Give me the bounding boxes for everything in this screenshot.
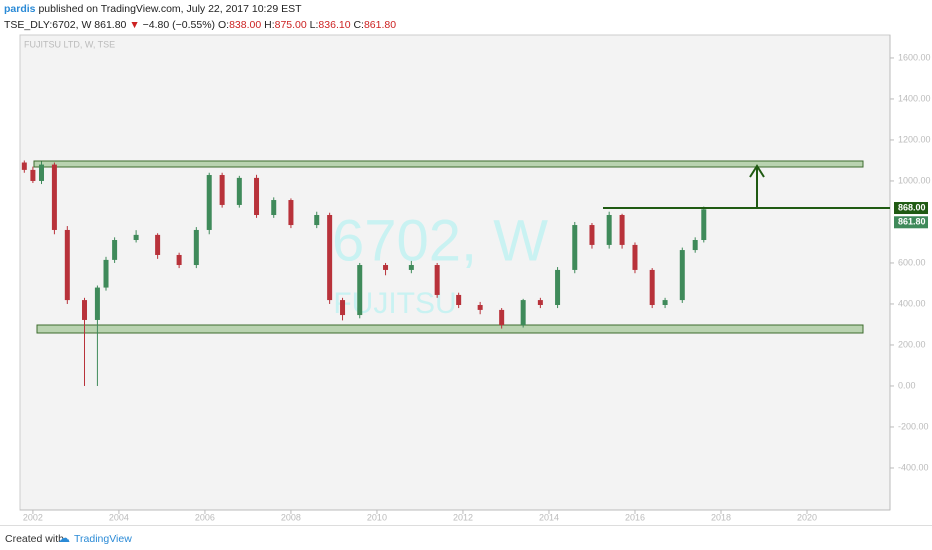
candle-body xyxy=(103,259,109,288)
resistance-zone xyxy=(33,160,864,168)
last: 861.80 xyxy=(94,19,127,31)
candle-body xyxy=(477,304,483,310)
candle-body xyxy=(155,234,161,255)
candle-body xyxy=(39,164,45,181)
series-layer: 1600.00 1400.00 1200.00 1000.00 600.00 400.00… xyxy=(21,52,931,522)
x-tick-label: 2020 xyxy=(797,512,817,522)
candle-body xyxy=(357,265,363,316)
candle-body xyxy=(219,175,225,205)
candle-body xyxy=(133,234,139,241)
candle-body xyxy=(619,214,625,245)
l-label: L: xyxy=(309,19,319,31)
candle-body xyxy=(288,200,294,226)
o-value: 838.00 xyxy=(229,19,262,31)
resistance-label-bg xyxy=(894,202,928,215)
candle-body xyxy=(271,200,277,215)
author[interactable]: pardis xyxy=(4,3,36,15)
candle-body xyxy=(537,300,543,305)
y-tick-label: 600.00 xyxy=(898,257,926,267)
candle-body xyxy=(30,169,36,181)
candle-body xyxy=(340,300,346,316)
legend: FUJITSU LTD, W, TSE xyxy=(24,39,115,49)
candle-body xyxy=(94,287,100,320)
candle-body xyxy=(589,225,595,245)
candle-body xyxy=(692,240,698,251)
published: published on TradingView.com, July 22, 2… xyxy=(38,3,302,15)
candle-body xyxy=(21,162,27,170)
y-tick-label: 400.00 xyxy=(898,298,926,308)
y-tick-label: 200.00 xyxy=(898,339,926,349)
candle-body xyxy=(408,265,414,270)
brand[interactable]: TradingView xyxy=(74,533,132,545)
candle-body xyxy=(254,177,260,215)
y-tick-label: 0.00 xyxy=(898,380,916,390)
tv-logo: ☁ xyxy=(58,531,70,545)
x-tick-label: 2006 xyxy=(195,512,215,522)
last-price-label: 861.80 xyxy=(898,217,926,227)
candle-body xyxy=(679,250,685,301)
candle-body xyxy=(662,300,668,305)
candle-body xyxy=(327,214,333,301)
resistance-label: 868.00 xyxy=(898,202,926,212)
support-zone xyxy=(36,324,864,334)
y-tick-label: 1200.00 xyxy=(898,134,931,144)
candle-body xyxy=(701,209,707,241)
chart: 6702, W FUJITSU FUJITSU LTD, W, TSE 1600… xyxy=(19,34,931,522)
candle-body xyxy=(649,269,655,305)
h-label: H: xyxy=(264,19,275,31)
change: −4.80 (−0.55%) xyxy=(142,19,216,31)
candle-body xyxy=(555,269,561,305)
candle-body xyxy=(51,164,57,230)
c-label: C: xyxy=(353,19,364,31)
candle-body xyxy=(193,229,199,266)
c-value: 861.80 xyxy=(363,19,397,31)
y-tick-label: -400.00 xyxy=(898,462,929,472)
watermark: 6702, W xyxy=(332,208,548,273)
candle-body xyxy=(456,294,462,305)
candle-body xyxy=(112,240,118,260)
arrow-head xyxy=(749,164,765,178)
last-price-bg xyxy=(894,216,928,229)
x-tick-label: 2004 xyxy=(109,512,129,522)
y-tick-label: 1600.00 xyxy=(898,52,931,62)
publish-line: pardis published on TradingView.com, Jul… xyxy=(4,3,302,15)
x-tick-label: 2014 xyxy=(539,512,559,522)
candle-body xyxy=(606,214,612,245)
candle-body xyxy=(632,244,638,270)
candle-body xyxy=(383,265,389,270)
candle-body xyxy=(206,175,212,230)
candle-body xyxy=(434,265,440,295)
footer: Created with ☁ TradingView xyxy=(0,525,932,550)
candle-body xyxy=(82,300,88,320)
candle-body xyxy=(572,225,578,270)
candle-body xyxy=(499,309,505,326)
down-arrow: ▼ xyxy=(129,19,140,31)
y-tick-label: -200.00 xyxy=(898,421,929,431)
x-tick-label: 2016 xyxy=(625,512,645,522)
candle-body xyxy=(176,254,182,266)
x-tick-label: 2012 xyxy=(453,512,473,522)
candle-body xyxy=(314,214,320,226)
h-value: 875.00 xyxy=(274,19,307,31)
symbol: TSE_DLY:6702, W xyxy=(4,19,92,31)
symbol-line: TSE_DLY:6702, W 861.80 ▼ −4.80 (−0.55%) … xyxy=(4,19,396,31)
o-label: O: xyxy=(217,19,230,31)
candle-body xyxy=(520,300,526,326)
plot-area xyxy=(19,34,891,511)
x-tick-label: 2008 xyxy=(281,512,301,522)
candle-body xyxy=(64,229,70,301)
x-tick-label: 2002 xyxy=(23,512,43,522)
created-with: Created with xyxy=(5,533,64,545)
x-tick-label: 2010 xyxy=(367,512,387,522)
y-tick-label: 1400.00 xyxy=(898,93,931,103)
y-tick-label: 1000.00 xyxy=(898,175,931,185)
candle-body xyxy=(236,177,242,205)
x-tick-label: 2018 xyxy=(711,512,731,522)
l-value: 836.10 xyxy=(318,19,351,31)
